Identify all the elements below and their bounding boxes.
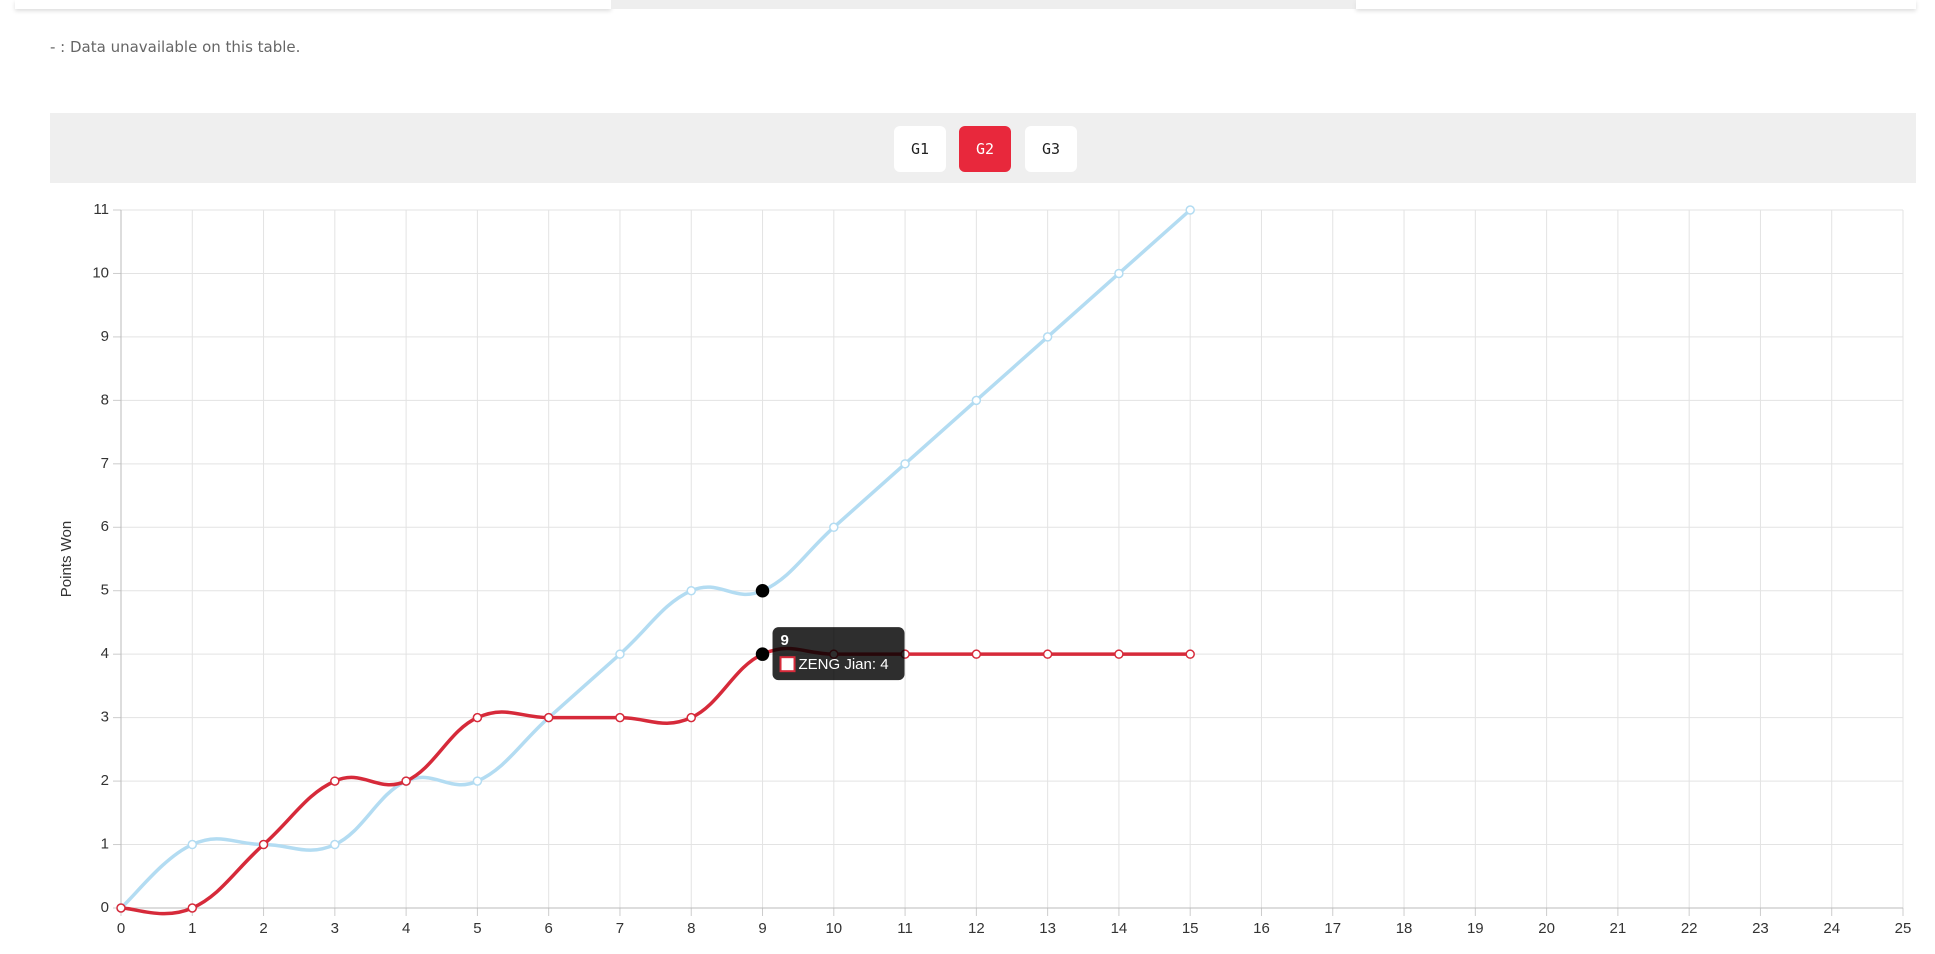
x-tick-label: 12 bbox=[968, 920, 985, 937]
y-tick-label: 4 bbox=[101, 645, 109, 662]
x-tick-label: 4 bbox=[402, 920, 410, 937]
tab[interactable]: G3 bbox=[1025, 126, 1077, 172]
y-tick-label: 2 bbox=[101, 772, 109, 789]
x-tick-label: 16 bbox=[1253, 920, 1270, 937]
x-tick-label: 18 bbox=[1396, 920, 1413, 937]
data-point bbox=[1042, 649, 1053, 659]
x-tick-label: 19 bbox=[1467, 920, 1484, 937]
x-tick-label: 1 bbox=[188, 920, 196, 937]
data-point bbox=[1185, 205, 1195, 215]
tooltip-label: ZENG Jian: 4 bbox=[799, 656, 889, 673]
tooltip: 9 ZENG Jian: 4 bbox=[772, 627, 905, 681]
x-tick-label: 21 bbox=[1610, 920, 1627, 937]
x-tick-label: 9 bbox=[758, 920, 766, 937]
data-point bbox=[755, 647, 770, 661]
data-point bbox=[971, 395, 982, 406]
y-tick-label: 3 bbox=[101, 709, 109, 726]
data-point bbox=[1042, 332, 1053, 342]
data-point bbox=[116, 903, 126, 913]
y-tick-label: 1 bbox=[101, 836, 109, 853]
table-strip bbox=[15, 0, 611, 9]
tooltip-title: 9 bbox=[781, 632, 789, 649]
data-point bbox=[755, 583, 770, 598]
x-tick-label: 14 bbox=[1111, 920, 1128, 937]
y-tick-label: 5 bbox=[101, 582, 109, 599]
data-point bbox=[401, 776, 411, 786]
data-point bbox=[472, 776, 483, 786]
x-tick-label: 17 bbox=[1324, 920, 1341, 937]
y-tick-label: 10 bbox=[92, 264, 109, 281]
data-point bbox=[187, 839, 198, 850]
x-tick-label: 8 bbox=[687, 920, 695, 937]
y-axis-label: Points Won bbox=[58, 521, 75, 597]
x-tick-label: 22 bbox=[1681, 920, 1698, 937]
x-tick-label: 13 bbox=[1039, 920, 1056, 937]
y-tick-label: 7 bbox=[101, 455, 109, 472]
y-tick-label: 11 bbox=[93, 201, 109, 218]
data-point bbox=[1114, 649, 1124, 659]
y-tick-label: 6 bbox=[101, 518, 109, 535]
x-tick-label: 24 bbox=[1823, 920, 1840, 937]
data-point bbox=[686, 712, 696, 723]
series-line bbox=[119, 208, 1192, 910]
data-point bbox=[615, 649, 625, 659]
data-point bbox=[615, 712, 625, 723]
data-point bbox=[829, 522, 839, 533]
x-tick-label: 11 bbox=[897, 920, 913, 937]
data-point bbox=[258, 839, 269, 850]
tooltip-swatch bbox=[779, 656, 796, 673]
x-tick-label: 15 bbox=[1182, 920, 1199, 937]
tab-bar: G1 G2 G3 bbox=[50, 113, 1916, 183]
x-tick-label: 23 bbox=[1752, 920, 1769, 937]
data-point bbox=[472, 712, 483, 723]
x-tick-label: 10 bbox=[825, 920, 842, 937]
y-tick-label: 9 bbox=[101, 328, 109, 345]
data-point bbox=[971, 649, 982, 659]
data-point bbox=[900, 459, 910, 469]
data-point bbox=[330, 839, 340, 850]
x-tick-label: 25 bbox=[1895, 920, 1912, 937]
x-tick-label: 5 bbox=[473, 920, 481, 937]
tooltip-box bbox=[772, 627, 905, 681]
table-strip bbox=[611, 0, 1356, 9]
data-point bbox=[330, 776, 340, 786]
x-tick-label: 6 bbox=[545, 920, 553, 937]
tab[interactable]: G1 bbox=[894, 126, 946, 172]
y-tick-label: 0 bbox=[101, 899, 109, 916]
y-tick-label: 8 bbox=[101, 391, 109, 408]
data-point bbox=[1185, 649, 1195, 659]
x-tick-label: 3 bbox=[331, 920, 339, 937]
data-point bbox=[187, 903, 198, 913]
x-tick-label: 7 bbox=[616, 920, 624, 937]
table-strip bbox=[1356, 0, 1916, 9]
data-point bbox=[686, 585, 696, 596]
x-tick-label: 20 bbox=[1538, 920, 1555, 937]
data-point bbox=[543, 712, 554, 723]
series-line bbox=[120, 646, 1191, 916]
x-tick-label: 0 bbox=[117, 920, 125, 937]
data-point bbox=[1114, 268, 1124, 279]
x-tick-label: 2 bbox=[259, 920, 267, 937]
note: - : Data unavailable on this table. bbox=[50, 38, 301, 56]
tab[interactable]: G2 bbox=[959, 126, 1011, 172]
